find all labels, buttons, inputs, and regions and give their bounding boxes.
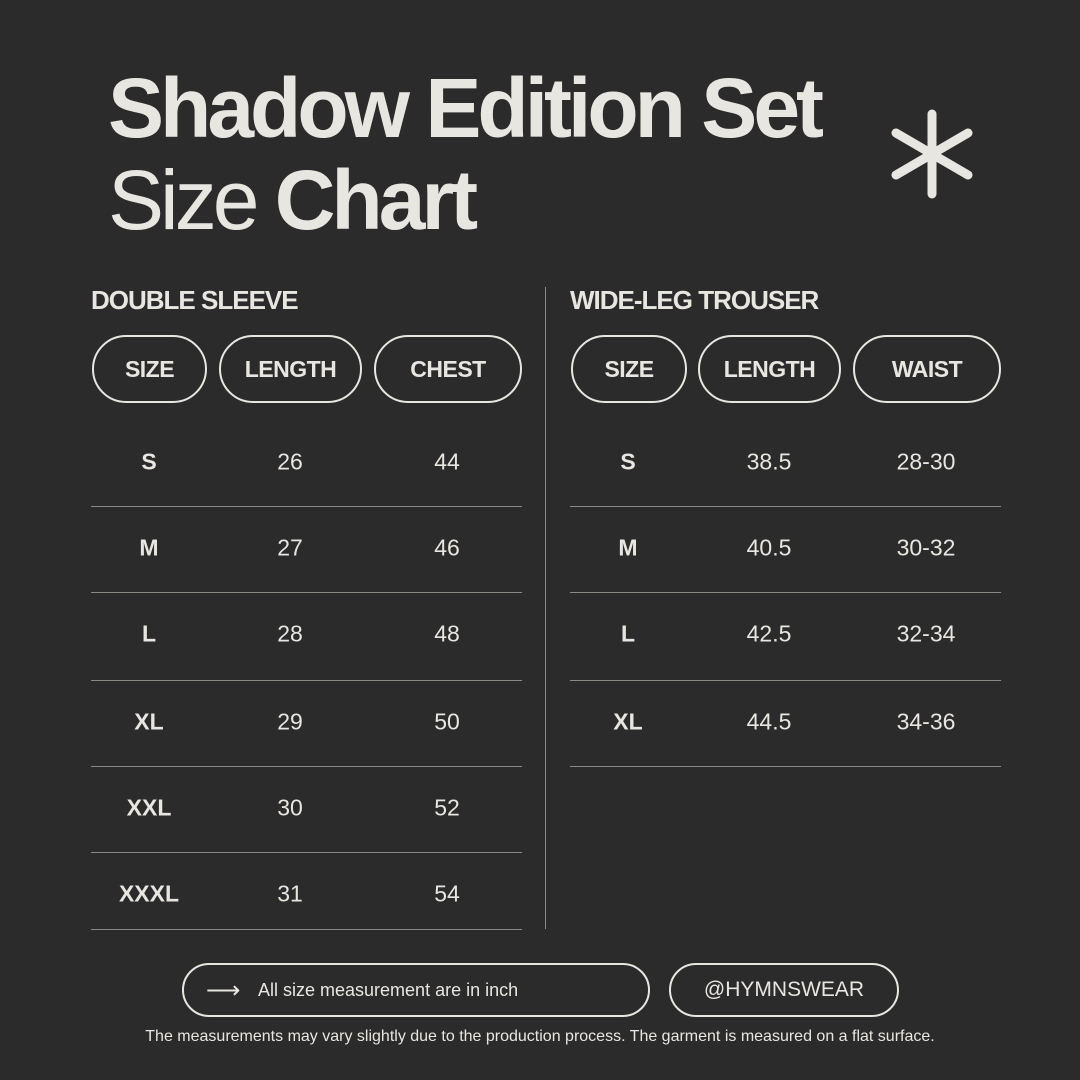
value-cell: 42.5 [746, 620, 792, 647]
value-cell: 34-36 [896, 708, 956, 735]
size-cell: XL [613, 708, 643, 735]
asterisk-icon [891, 109, 973, 199]
row-divider [91, 680, 522, 681]
size-cell: XL [134, 708, 164, 735]
value-cell: 30-32 [896, 534, 956, 561]
size-cell: L [141, 620, 157, 647]
value-cell: 29 [277, 708, 303, 735]
handle-pill[interactable]: @HYMNSWEAR [669, 963, 899, 1017]
row-divider [91, 929, 522, 930]
value-cell: 52 [434, 794, 460, 821]
value-cell: 46 [434, 534, 460, 561]
disclaimer: The measurements may vary slightly due t… [145, 1028, 935, 1045]
value-cell: 44 [434, 448, 460, 475]
value-cell: 40.5 [746, 534, 792, 561]
size-cell: S [141, 448, 157, 475]
value-cell: 50 [434, 708, 460, 735]
size-cell: XXXL [118, 880, 180, 907]
value-cell: 30 [277, 794, 303, 821]
value-cell: 38.5 [746, 448, 792, 475]
value-cell: 48 [434, 620, 460, 647]
row-divider [570, 766, 1001, 767]
title-line-1: Shadow Edition Set [108, 61, 824, 155]
row-divider [570, 506, 1001, 507]
value-cell: 44.5 [746, 708, 792, 735]
value-cell: 28-30 [896, 448, 956, 475]
row-divider [570, 592, 1001, 593]
value-cell: 32-34 [896, 620, 956, 647]
row-divider [91, 592, 522, 593]
arrow-right-icon: ⟶ [206, 976, 241, 1004]
unit-note-pill: ⟶ All size measurement are in inch [182, 963, 650, 1017]
unit-note-text: All size measurement are in inch [258, 979, 519, 1000]
value-cell: 27 [277, 534, 303, 561]
value-cell: 31 [277, 880, 303, 907]
value-cell: 54 [434, 880, 460, 907]
title-size: Size [108, 153, 259, 247]
row-divider [91, 506, 522, 507]
column-header-chest: CHEST [374, 335, 522, 403]
table-title: DOUBLE SLEEVE [91, 285, 299, 315]
row-divider [91, 766, 522, 767]
column-header-size: SIZE [571, 335, 687, 403]
size-cell: L [620, 620, 636, 647]
size-cell: S [620, 448, 636, 475]
value-cell: 26 [277, 448, 303, 475]
title-line-2: Size Chart [108, 150, 478, 250]
size-cell: M [618, 534, 638, 561]
column-header-waist: WAIST [853, 335, 1001, 403]
column-header-length: LENGTH [698, 335, 841, 403]
size-cell: M [139, 534, 159, 561]
row-divider [91, 852, 522, 853]
row-divider [570, 680, 1001, 681]
title-chart: Chart [274, 153, 478, 247]
column-header-length: LENGTH [219, 335, 362, 403]
section-divider [545, 287, 546, 929]
table-title: WIDE-LEG TROUSER [570, 285, 819, 315]
column-header-size: SIZE [92, 335, 207, 403]
value-cell: 28 [277, 620, 303, 647]
size-cell: XXL [126, 794, 172, 821]
